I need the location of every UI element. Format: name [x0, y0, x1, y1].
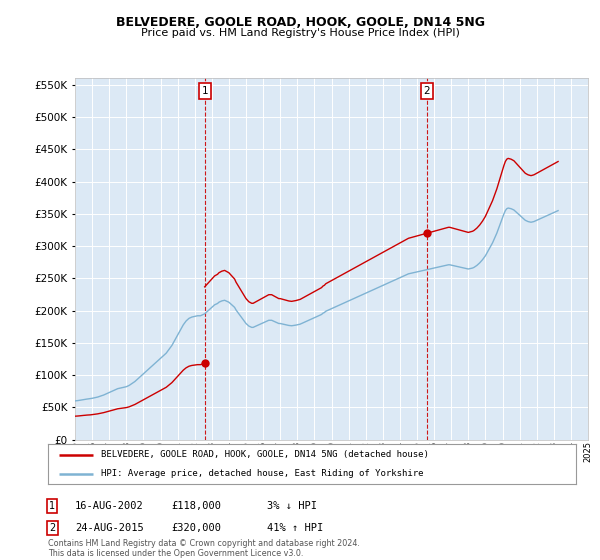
- Text: BELVEDERE, GOOLE ROAD, HOOK, GOOLE, DN14 5NG: BELVEDERE, GOOLE ROAD, HOOK, GOOLE, DN14…: [115, 16, 485, 29]
- Text: 41% ↑ HPI: 41% ↑ HPI: [267, 523, 323, 533]
- Text: £320,000: £320,000: [171, 523, 221, 533]
- Text: 2: 2: [424, 86, 430, 96]
- Text: BELVEDERE, GOOLE ROAD, HOOK, GOOLE, DN14 5NG (detached house): BELVEDERE, GOOLE ROAD, HOOK, GOOLE, DN14…: [101, 450, 428, 459]
- Text: 24-AUG-2015: 24-AUG-2015: [75, 523, 144, 533]
- Text: £118,000: £118,000: [171, 501, 221, 511]
- Text: Contains HM Land Registry data © Crown copyright and database right 2024.
This d: Contains HM Land Registry data © Crown c…: [48, 539, 360, 558]
- Text: 1: 1: [202, 86, 208, 96]
- Text: 1: 1: [49, 501, 55, 511]
- Text: 3% ↓ HPI: 3% ↓ HPI: [267, 501, 317, 511]
- Text: HPI: Average price, detached house, East Riding of Yorkshire: HPI: Average price, detached house, East…: [101, 469, 424, 478]
- Text: 16-AUG-2002: 16-AUG-2002: [75, 501, 144, 511]
- Text: 2: 2: [49, 523, 55, 533]
- Text: Price paid vs. HM Land Registry's House Price Index (HPI): Price paid vs. HM Land Registry's House …: [140, 28, 460, 38]
